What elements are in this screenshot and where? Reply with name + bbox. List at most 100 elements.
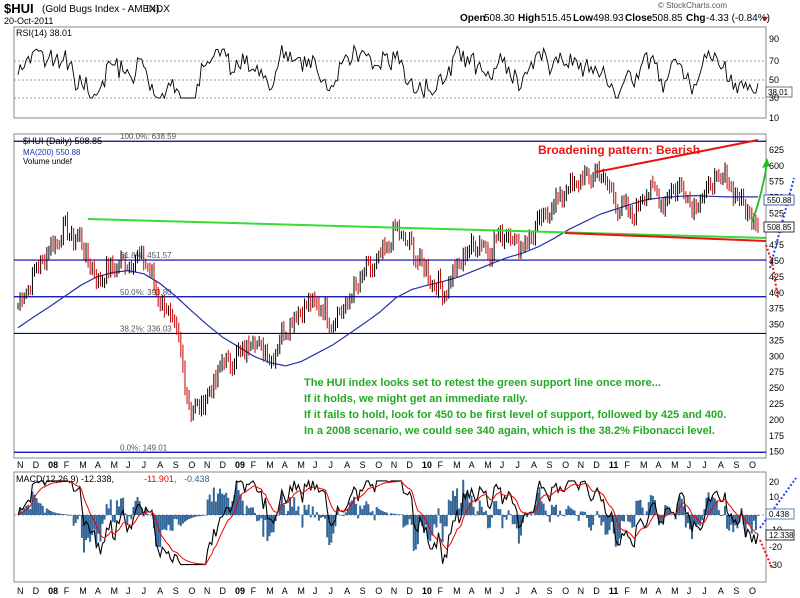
macd-value-badge xyxy=(765,529,795,541)
index-name: (Gold Bugs Index - AMEX) xyxy=(42,4,159,15)
x-bot-label-20: J xyxy=(328,586,333,596)
x-bot-label-19: J xyxy=(313,586,318,596)
x-mid-label-15: F xyxy=(251,460,257,470)
x-bot-label-24: N xyxy=(391,586,398,596)
open-value: 508.30 xyxy=(484,13,515,24)
x-mid-label-32: J xyxy=(515,460,520,470)
x-mid-label-35: O xyxy=(562,460,569,470)
x-mid-label-41: A xyxy=(656,460,662,470)
macd-red-projection xyxy=(759,539,773,569)
x-mid-label-14: 09 xyxy=(235,460,245,470)
price-tick-575: 575 xyxy=(769,177,784,187)
x-mid-label-40: M xyxy=(640,460,648,470)
x-mid-label-43: J xyxy=(687,460,692,470)
macd-hist-value: -0.438 xyxy=(184,474,210,484)
price-tick-150: 150 xyxy=(769,447,784,457)
price-legend-main: $HUI (Daily) 508.85 xyxy=(23,136,102,146)
x-bot-label-21: A xyxy=(344,586,350,596)
x-mid-label-1: D xyxy=(33,460,40,470)
x-mid-label-13: D xyxy=(219,460,226,470)
x-mid-label-46: S xyxy=(733,460,739,470)
price-tick-200: 200 xyxy=(769,415,784,425)
x-bot-label-25: D xyxy=(406,586,413,596)
price-panel: 100.0%: 638.59 61.8%: 451.57 50.0%: 393.80… xyxy=(13,132,795,459)
green-projection-arrow xyxy=(751,162,768,223)
x-mid-label-17: A xyxy=(282,460,288,470)
rsi-tick-90: 90 xyxy=(769,34,779,44)
x-bot-label-14: 09 xyxy=(235,586,245,596)
green-arrow-head-icon xyxy=(762,158,770,168)
close-value-badge xyxy=(763,221,795,233)
x-mid-label-24: N xyxy=(391,460,398,470)
x-mid-label-18: M xyxy=(297,460,305,470)
macd-hist-badge-text: 0.438 xyxy=(769,510,790,519)
x-bot-label-10: S xyxy=(173,586,179,596)
x-bot-label-40: M xyxy=(640,586,648,596)
price-tick-450: 450 xyxy=(769,256,784,266)
x-bot-label-32: J xyxy=(515,586,520,596)
chart-header: $HUI (Gold Bugs Index - AMEX) INDX © Sto… xyxy=(4,1,770,26)
x-bot-label-16: M xyxy=(266,586,274,596)
chg-label: Chg xyxy=(686,13,705,24)
x-mid-label-19: J xyxy=(313,460,318,470)
x-bot-label-37: D xyxy=(593,586,600,596)
x-bot-label-41: A xyxy=(656,586,662,596)
price-tick-400: 400 xyxy=(769,288,784,298)
x-mid-label-22: S xyxy=(360,460,366,470)
x-bot-label-29: A xyxy=(469,586,475,596)
rsi-tick-30: 30 xyxy=(769,93,779,103)
x-mid-label-2: 08 xyxy=(48,460,58,470)
rsi-tick-70: 70 xyxy=(769,56,779,66)
x-mid-label-26: 10 xyxy=(422,460,432,470)
x-bot-label-33: A xyxy=(531,586,537,596)
macd-line xyxy=(17,478,759,566)
x-mid-label-47: O xyxy=(749,460,756,470)
symbol: $HUI xyxy=(4,1,34,16)
x-bot-label-30: M xyxy=(484,586,492,596)
x-bot-label-26: 10 xyxy=(422,586,432,596)
x-mid-label-44: J xyxy=(702,460,707,470)
fib-label-0: 100.0%: 638.59 xyxy=(120,132,177,141)
x-mid-label-45: A xyxy=(718,460,724,470)
x-mid-label-39: F xyxy=(624,460,630,470)
annotation-text: The HUI index looks set to retest the gr… xyxy=(304,377,726,437)
x-mid-label-30: M xyxy=(484,460,492,470)
price-tick-525: 525 xyxy=(769,208,784,218)
x-axis-mid: N D 08 F M A M J J A S O N D 09 F M A M J J A S O N D 10 F M A M J J A S O N… xyxy=(17,460,756,470)
x-bot-label-45: A xyxy=(718,586,724,596)
fib-label-4: 0.0%: 149.01 xyxy=(120,443,168,452)
broadening-upper-line xyxy=(595,139,759,173)
price-tick-175: 175 xyxy=(769,431,784,441)
x-bot-label-39: F xyxy=(624,586,630,596)
x-bot-label-42: M xyxy=(671,586,679,596)
rsi-label: RSI(14) 38.01 xyxy=(16,28,72,38)
x-mid-label-29: A xyxy=(469,460,475,470)
x-mid-label-25: D xyxy=(406,460,413,470)
fib-label-1: 61.8%: 451.57 xyxy=(120,251,172,260)
blue-dotted-projection xyxy=(769,177,795,269)
x-mid-label-27: F xyxy=(438,460,444,470)
credit: © StockCharts.com xyxy=(658,1,727,10)
macd-label: MACD(12,26,9) -12.338, xyxy=(16,474,114,484)
x-mid-label-6: M xyxy=(110,460,118,470)
x-bot-label-28: M xyxy=(453,586,461,596)
x-mid-label-3: F xyxy=(64,460,70,470)
annotation-line-2: If it holds, we might get an immediate r… xyxy=(304,393,528,405)
x-bot-label-13: D xyxy=(219,586,226,596)
x-bot-label-1: D xyxy=(33,586,40,596)
exchange: INDX xyxy=(146,4,170,15)
x-mid-label-42: M xyxy=(671,460,679,470)
macd-panel: MACD(12,26,9) -12.338, -11.901, -0.438 2… xyxy=(13,471,797,583)
rsi-line xyxy=(17,43,759,100)
chg-value: -4.33 (-0.84%) xyxy=(706,13,770,24)
price-tick-300: 300 xyxy=(769,351,784,361)
close-value: 508.85 xyxy=(652,13,683,24)
pattern-label: Broadening pattern: Bearish xyxy=(538,143,700,157)
low-value: 498.93 xyxy=(593,13,624,24)
x-bot-label-35: O xyxy=(562,586,569,596)
price-tick-325: 325 xyxy=(769,335,784,345)
x-mid-label-9: A xyxy=(157,460,163,470)
x-bot-label-23: O xyxy=(375,586,382,596)
x-mid-label-16: M xyxy=(266,460,274,470)
x-mid-label-12: N xyxy=(204,460,211,470)
